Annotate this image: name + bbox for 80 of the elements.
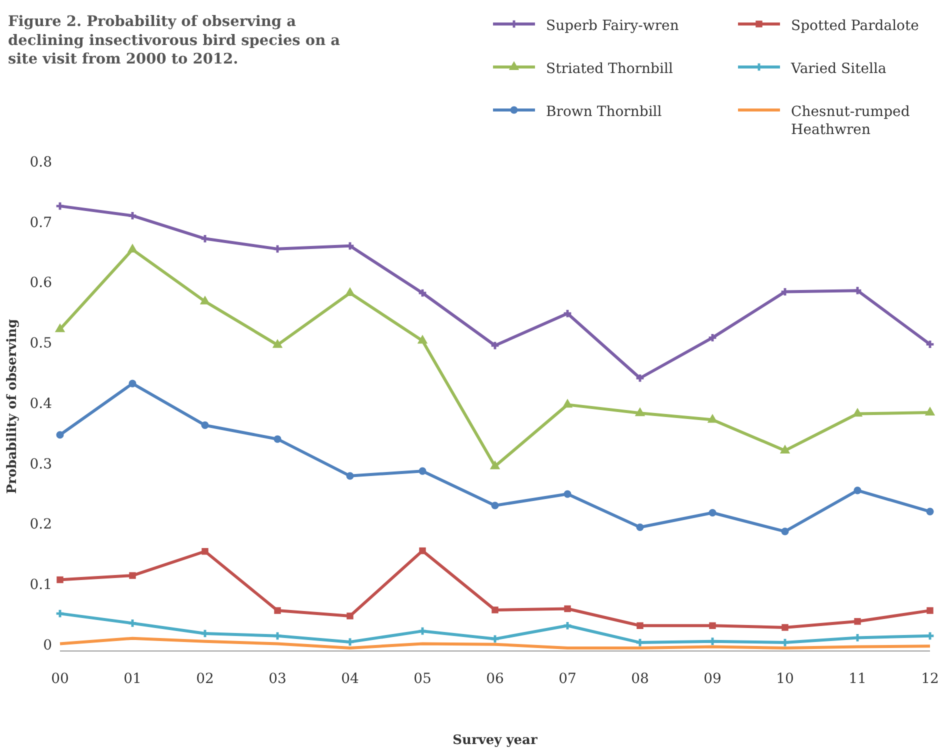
y-tick-label: 0.5	[30, 336, 52, 352]
point	[346, 472, 354, 480]
point	[127, 244, 138, 252]
legend-label: Striated Thornbill	[546, 61, 674, 77]
point	[634, 407, 646, 416]
point	[128, 380, 136, 388]
chart-title: Figure 2. Probability of observing a declining insectivorous bird species on a site visit from 2000 to 2012.	[8, 13, 341, 68]
point	[202, 548, 208, 555]
point	[782, 624, 788, 631]
point	[128, 620, 136, 627]
y-tick-label: 0.2	[30, 516, 52, 533]
point	[709, 622, 716, 629]
legend-label: Superb Fairy-wren	[546, 18, 679, 34]
point	[564, 622, 572, 630]
point	[490, 460, 500, 470]
point	[636, 622, 644, 629]
point	[708, 508, 716, 517]
legend-label: Spotted Pardalote	[791, 18, 919, 34]
point	[129, 572, 136, 579]
point	[491, 502, 499, 510]
point	[346, 612, 354, 620]
x-axis-title: Survey year	[452, 733, 538, 748]
x-tick-label: 02	[196, 670, 214, 687]
x-tick-label: 10	[776, 670, 794, 687]
point	[56, 576, 64, 584]
point	[274, 632, 282, 640]
point	[417, 334, 428, 344]
point	[564, 605, 571, 612]
point	[854, 486, 862, 494]
x-tick-label: 04	[341, 670, 359, 687]
point	[56, 431, 64, 439]
point	[418, 467, 426, 475]
legend-label: Chesnut-rumped Heathwren	[791, 104, 910, 138]
point	[564, 490, 572, 498]
point	[201, 234, 209, 242]
y-tick-label: 0.8	[30, 154, 52, 170]
x-tick-label: 01	[124, 670, 142, 687]
point	[201, 421, 209, 429]
y-tick-label: 0	[43, 637, 52, 654]
legend-label: Varied Sitella	[790, 61, 886, 77]
x-tick-label: 11	[848, 670, 866, 687]
x-tick-label: 08	[631, 670, 649, 687]
point	[272, 339, 283, 348]
point	[780, 444, 790, 454]
y-tick-label: 0.1	[30, 577, 52, 594]
x-tick-label: 00	[51, 670, 69, 687]
line-series	[58, 636, 932, 650]
y-tick-label: 0.3	[30, 456, 52, 472]
point	[926, 607, 934, 614]
point	[419, 547, 426, 554]
point	[708, 334, 716, 342]
point	[707, 414, 718, 423]
point	[274, 435, 282, 443]
x-tick-label: 12	[921, 670, 939, 687]
legend-label: Brown Thornbill	[546, 104, 662, 120]
x-tick-label: 05	[414, 670, 432, 687]
x-tick-label: 09	[704, 670, 722, 687]
y-tick-label: 0.6	[30, 275, 52, 292]
point	[781, 528, 789, 536]
point	[418, 627, 426, 635]
point	[854, 618, 861, 625]
x-tick-label: 06	[486, 670, 504, 687]
point	[492, 606, 498, 614]
x-tick-label: 07	[558, 670, 576, 687]
y-tick-label: 0.7	[30, 214, 52, 231]
point	[562, 398, 573, 408]
point	[636, 523, 644, 532]
point	[926, 508, 934, 516]
x-tick-label: 03	[268, 670, 286, 687]
point	[128, 212, 136, 220]
point	[200, 296, 210, 304]
point	[926, 340, 934, 348]
point	[54, 323, 66, 332]
y-axis-title: Probability of observing	[5, 319, 20, 494]
y-tick-label: 0.4	[30, 396, 52, 412]
point	[924, 406, 936, 416]
point	[854, 286, 862, 294]
point	[274, 607, 281, 614]
point	[636, 374, 644, 382]
point	[344, 287, 356, 296]
